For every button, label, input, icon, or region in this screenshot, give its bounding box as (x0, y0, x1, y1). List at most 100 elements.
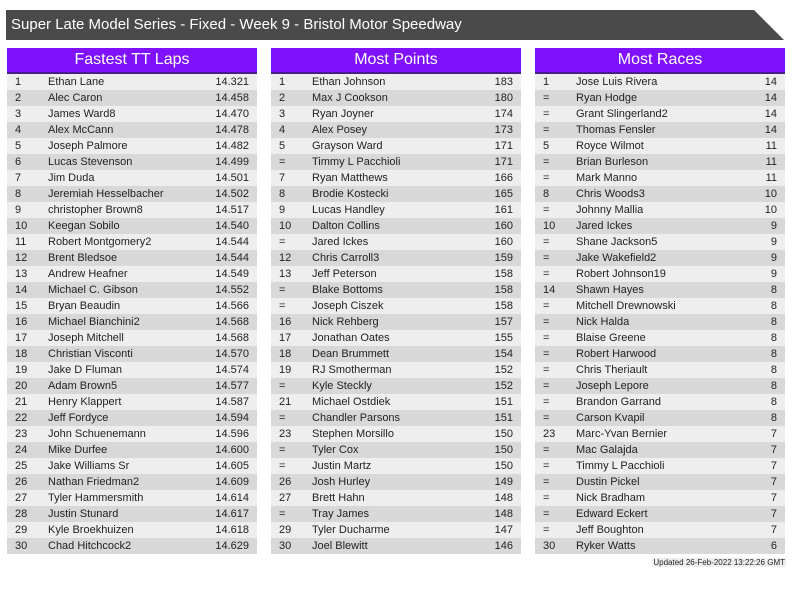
table-row: = Robert Johnson19 9 (535, 266, 785, 282)
value-cell: 14.549 (215, 268, 249, 280)
driver-name-cell: Jake Williams Sr (48, 460, 130, 472)
value-cell: 8 (770, 348, 777, 360)
rank-cell: 27 (279, 492, 292, 504)
fastest-laps-table: 1 Ethan Lane 14.321 2 Alec Caron 14.458 3 James… (7, 74, 257, 554)
rank-cell: 2 (279, 92, 286, 104)
table-row: 5 Grayson Ward 171 (271, 138, 521, 154)
rank-cell: 3 (15, 108, 22, 120)
table-row: 14 Shawn Hayes 8 (535, 282, 785, 298)
rank-cell: 7 (279, 172, 286, 184)
value-cell: 14 (764, 124, 777, 136)
table-row: = Chris Theriault 8 (535, 362, 785, 378)
driver-name-cell: Brent Bledsoe (48, 252, 118, 264)
driver-name-cell: Josh Hurley (312, 476, 371, 488)
table-row: = Nick Halda 8 (535, 314, 785, 330)
driver-name-cell: Tyler Cox (312, 444, 359, 456)
driver-name-cell: Johnny Mallia (576, 204, 644, 216)
value-cell: 148 (494, 492, 513, 504)
rank-cell: = (543, 396, 550, 408)
table-row: 16 Michael Bianchini2 14.568 (7, 314, 257, 330)
driver-name-cell: Keegan Sobilo (48, 220, 120, 232)
table-row: = Carson Kvapil 8 (535, 410, 785, 426)
driver-name-cell: Jake Wakefield2 (576, 252, 657, 264)
rank-cell: 9 (279, 204, 286, 216)
driver-name-cell: Tyler Hammersmith (48, 492, 144, 504)
rank-cell: 18 (15, 348, 28, 360)
driver-name-cell: John Schuenemann (48, 428, 146, 440)
table-row: 7 Jim Duda 14.501 (7, 170, 257, 186)
rank-cell: 1 (279, 76, 286, 88)
value-cell: 151 (494, 412, 513, 424)
rank-cell: 3 (279, 108, 286, 120)
table-row: = Joseph Ciszek 158 (271, 298, 521, 314)
rank-cell: 29 (279, 524, 292, 536)
value-cell: 148 (494, 508, 513, 520)
value-cell: 8 (770, 380, 777, 392)
driver-name-cell: Ryker Watts (576, 540, 636, 552)
rank-cell: 21 (15, 396, 28, 408)
table-row: = Jake Wakefield2 9 (535, 250, 785, 266)
table-row: = Shane Jackson5 9 (535, 234, 785, 250)
table-row: 27 Brett Hahn 148 (271, 490, 521, 506)
rank-cell: = (279, 508, 286, 520)
table-row: 30 Joel Blewitt 146 (271, 538, 521, 554)
value-cell: 9 (770, 236, 777, 248)
driver-name-cell: Jose Luis Rivera (576, 76, 658, 88)
driver-name-cell: Chad Hitchcock2 (48, 540, 132, 552)
value-cell: 14.499 (215, 156, 249, 168)
value-cell: 154 (494, 348, 513, 360)
rank-cell: 26 (279, 476, 292, 488)
value-cell: 14 (764, 108, 777, 120)
value-cell: 165 (494, 188, 513, 200)
rank-cell: = (543, 444, 550, 456)
value-cell: 14.594 (215, 412, 249, 424)
rank-cell: = (543, 412, 550, 424)
value-cell: 7 (770, 428, 777, 440)
rank-cell: = (543, 92, 550, 104)
driver-name-cell: Jared Ickes (576, 220, 633, 232)
table-row: 14 Michael C. Gibson 14.552 (7, 282, 257, 298)
rank-cell: = (543, 108, 550, 120)
rank-cell: = (543, 124, 550, 136)
value-cell: 11 (765, 172, 777, 184)
table-row: = Johnny Mallia 10 (535, 202, 785, 218)
table-row: = Joseph Lepore 8 (535, 378, 785, 394)
rank-cell: = (543, 476, 550, 488)
value-cell: 8 (770, 284, 777, 296)
driver-name-cell: Nick Rehberg (312, 316, 379, 328)
table-row: 21 Henry Klappert 14.587 (7, 394, 257, 410)
driver-name-cell: Nick Bradham (576, 492, 646, 504)
rank-cell: 10 (543, 220, 556, 232)
table-row: 16 Nick Rehberg 157 (271, 314, 521, 330)
table-row: = Edward Eckert 7 (535, 506, 785, 522)
most-points-table: 1 Ethan Johnson 183 2 Max J Cookson 180 3 Ryan … (271, 74, 521, 554)
table-row: 13 Andrew Heafner 14.549 (7, 266, 257, 282)
table-row: 18 Dean Brummett 154 (271, 346, 521, 362)
value-cell: 8 (770, 364, 777, 376)
table-row: 10 Jared Ickes 9 (535, 218, 785, 234)
rank-cell: = (543, 252, 550, 264)
rank-cell: 29 (15, 524, 28, 536)
table-row: 17 Joseph Mitchell 14.568 (7, 330, 257, 346)
value-cell: 14.544 (215, 252, 249, 264)
value-cell: 14.544 (215, 236, 249, 248)
table-row: 11 Robert Montgomery2 14.544 (7, 234, 257, 250)
value-cell: 14.618 (215, 524, 249, 536)
rank-cell: 19 (279, 364, 292, 376)
driver-name-cell: Brett Hahn (312, 492, 365, 504)
value-cell: 9 (770, 252, 777, 264)
table-row: = Tray James 148 (271, 506, 521, 522)
value-cell: 14.540 (215, 220, 249, 232)
rank-cell: 12 (279, 252, 292, 264)
driver-name-cell: Christian Visconti (48, 348, 133, 360)
rank-cell: 23 (15, 428, 28, 440)
driver-name-cell: Max J Cookson (312, 92, 388, 104)
value-cell: 183 (494, 76, 513, 88)
value-cell: 14.629 (215, 540, 249, 552)
table-row: 2 Max J Cookson 180 (271, 90, 521, 106)
driver-name-cell: Henry Klappert (48, 396, 122, 408)
rank-cell: 7 (15, 172, 22, 184)
value-cell: 11 (765, 156, 777, 168)
table-row: 23 John Schuenemann 14.596 (7, 426, 257, 442)
table-row: 8 Brodie Kostecki 165 (271, 186, 521, 202)
